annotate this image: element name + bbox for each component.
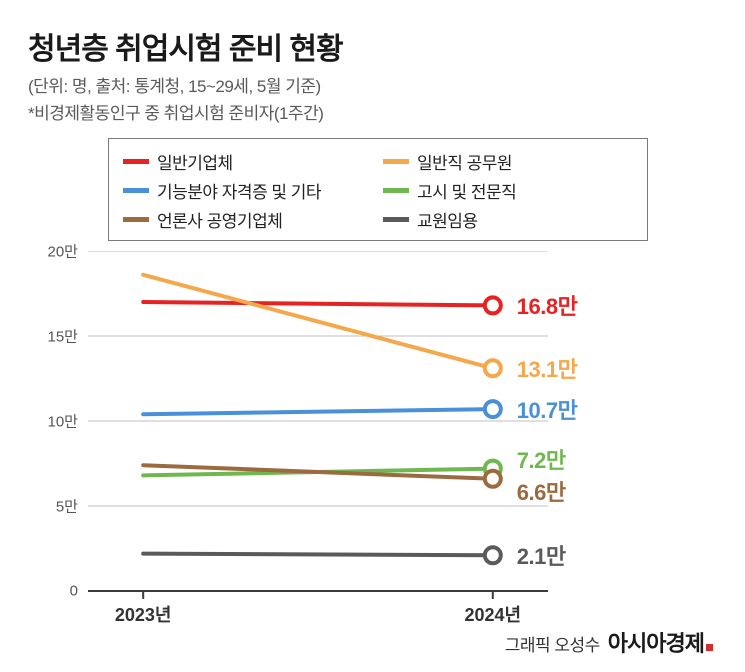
legend-label: 교원임용 — [417, 207, 478, 232]
series-end-label: 6.6만 — [517, 475, 566, 507]
legend-label: 언론사 공영기업체 — [157, 207, 282, 232]
legend-swatch — [123, 159, 149, 164]
x-tick-label: 2024년 — [464, 601, 521, 627]
legend-item: 교원임용 — [383, 207, 633, 232]
series-end-label: 10.7만 — [517, 393, 578, 425]
chart-note: *비경제활동인구 중 취업시험 준비자(1주간) — [28, 99, 717, 124]
legend-swatch — [123, 188, 149, 193]
x-tick-label: 2023년 — [115, 601, 172, 627]
legend-box: 일반기업체 일반직 공무원기능분야 자격증 및 기타 고시 및 전문직언론사 공영기… — [108, 138, 648, 241]
series-end-label: 2.1만 — [517, 539, 566, 571]
legend-item: 기능분야 자격증 및 기타 — [123, 178, 373, 203]
legend-swatch — [123, 217, 149, 222]
series-end-label: 13.1만 — [517, 352, 578, 384]
legend-swatch — [383, 188, 409, 193]
chart-subtitle: (단위: 명, 출처: 통계청, 15~29세, 5월 기준) — [28, 72, 717, 97]
legend-item: 일반직 공무원 — [383, 149, 633, 174]
y-tick-label: 5만 — [28, 496, 78, 517]
brand-name: 아시아경제 — [608, 626, 713, 658]
legend-item: 고시 및 전문직 — [383, 178, 633, 203]
series-end-label: 16.8만 — [517, 289, 578, 321]
line-chart: 05만10만15만20만2023년2024년16.8만13.1만10.7만7.2… — [28, 251, 728, 621]
y-tick-label: 15만 — [28, 326, 78, 347]
credit-line: 그래픽 오성수 아시아경제 — [505, 626, 713, 658]
legend-label: 고시 및 전문직 — [417, 178, 516, 203]
chart-title: 청년층 취업시험 준비 현황 — [28, 24, 717, 68]
y-tick-label: 0 — [28, 583, 78, 600]
legend-swatch — [383, 159, 409, 164]
brand-dot-icon — [706, 644, 713, 651]
legend-label: 일반직 공무원 — [417, 149, 512, 174]
legend-label: 기능분야 자격증 및 기타 — [157, 178, 321, 203]
legend-swatch — [383, 217, 409, 222]
legend-item: 일반기업체 — [123, 149, 373, 174]
y-tick-label: 20만 — [28, 241, 78, 262]
legend-label: 일반기업체 — [157, 149, 233, 174]
y-tick-label: 10만 — [28, 411, 78, 432]
legend-item: 언론사 공영기업체 — [123, 207, 373, 232]
series-end-label: 7.2만 — [517, 443, 566, 475]
graphic-credit: 그래픽 오성수 — [505, 631, 600, 656]
